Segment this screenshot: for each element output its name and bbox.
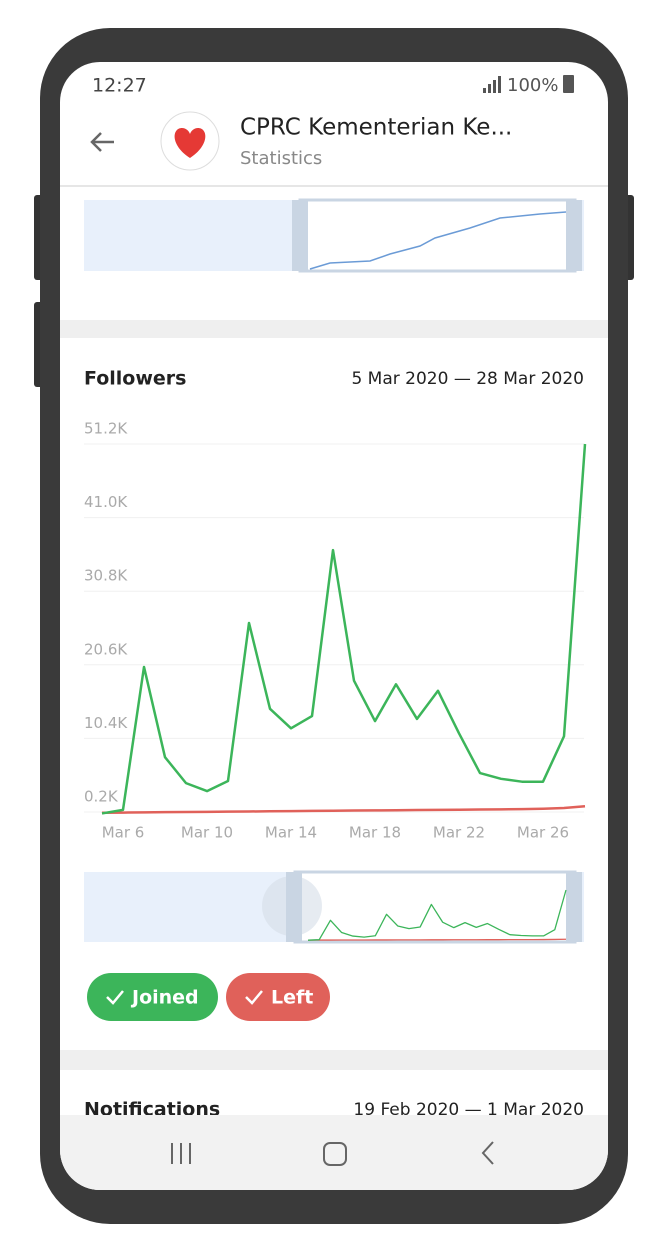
y-tick-label: 0.2K bbox=[84, 788, 119, 806]
y-tick-label: 20.6K bbox=[84, 640, 128, 658]
navigator-window[interactable] bbox=[293, 870, 577, 944]
section-gap bbox=[60, 320, 608, 338]
battery-level: 100% bbox=[507, 75, 558, 96]
legend-toggle[interactable]: Joined bbox=[87, 973, 218, 1021]
chart-title: Followers bbox=[84, 368, 186, 390]
x-tick-label: Mar 18 bbox=[349, 824, 401, 842]
x-tick-label: Mar 6 bbox=[102, 824, 145, 842]
nav-bar bbox=[60, 1115, 608, 1190]
check-icon bbox=[245, 990, 263, 1005]
y-tick-label: 10.4K bbox=[84, 714, 128, 732]
y-tick-label: 30.8K bbox=[84, 567, 128, 585]
toggle-background bbox=[226, 973, 330, 1021]
avatar-heart bbox=[174, 128, 206, 158]
x-tick-label: Mar 26 bbox=[517, 824, 569, 842]
navigator-preview bbox=[309, 211, 567, 270]
navigator-line bbox=[307, 889, 567, 941]
navigator-line bbox=[307, 938, 567, 941]
signal-icon bbox=[483, 76, 501, 93]
legend-label: Joined bbox=[130, 987, 199, 1009]
battery-icon bbox=[563, 75, 574, 93]
back-nav-button[interactable] bbox=[481, 1141, 494, 1165]
recents-button[interactable] bbox=[171, 1143, 191, 1164]
navigator-handle[interactable] bbox=[286, 872, 302, 942]
section-gap bbox=[60, 1050, 608, 1070]
navigator-window[interactable] bbox=[298, 198, 577, 273]
x-tick-label: Mar 22 bbox=[433, 824, 485, 842]
navigator-handle[interactable] bbox=[566, 200, 582, 271]
back-button[interactable] bbox=[90, 132, 114, 152]
x-tick-label: Mar 10 bbox=[181, 824, 233, 842]
series-line bbox=[101, 443, 587, 815]
series-line bbox=[101, 804, 586, 814]
legend-label: Left bbox=[271, 987, 313, 1009]
check-icon bbox=[106, 990, 124, 1005]
x-tick-label: Mar 14 bbox=[265, 824, 317, 842]
legend-toggle[interactable]: Left bbox=[226, 973, 330, 1021]
chart-range: 5 Mar 2020 — 28 Mar 2020 bbox=[351, 369, 584, 389]
channel-subtitle: Statistics bbox=[240, 148, 322, 169]
toggle-background bbox=[87, 973, 218, 1021]
channel-title: CPRC Kementerian Ke... bbox=[240, 115, 512, 141]
home-button[interactable] bbox=[323, 1142, 347, 1166]
navigator-handle[interactable] bbox=[292, 200, 308, 271]
navigator-handle[interactable] bbox=[566, 872, 582, 942]
y-tick-label: 41.0K bbox=[84, 493, 128, 511]
time: 12:27 bbox=[92, 75, 147, 97]
y-tick-label: 51.2K bbox=[84, 420, 128, 438]
